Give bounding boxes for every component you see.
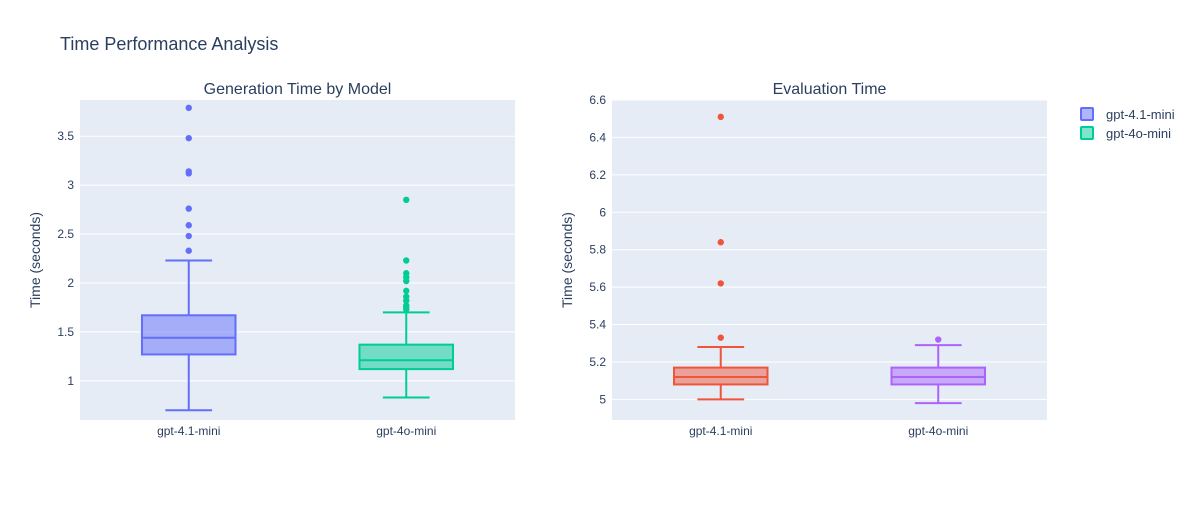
legend-label: gpt-4.1-mini <box>1106 107 1175 122</box>
y-tick-label: 6.6 <box>589 93 606 107</box>
legend-swatch <box>1080 126 1094 140</box>
box-gpt-4o-mini[interactable] <box>890 336 987 405</box>
x-tick-label: gpt-4o-mini <box>376 424 436 438</box>
y-tick-label: 5 <box>599 392 606 406</box>
x-tick-label: gpt-4.1-mini <box>689 424 752 438</box>
subplot-evaluation-time: 55.25.45.65.866.26.46.6 gpt-4.1-mini gpt-… <box>559 81 1047 438</box>
x-tick-label: gpt-4.1-mini <box>157 424 220 438</box>
outlier-point <box>717 280 724 287</box>
outlier-point <box>717 113 724 121</box>
legend-item-gpt-4.1-mini[interactable]: gpt-4.1-mini <box>1080 107 1175 122</box>
y-tick-label: 1 <box>67 374 74 388</box>
gridlines <box>612 99 1047 400</box>
outlier-point <box>185 205 192 212</box>
y-axis-label: Time (seconds) <box>27 212 43 308</box>
y-tick-label: 3.5 <box>57 129 74 143</box>
box-gpt-4o-mini[interactable] <box>358 196 455 399</box>
y-tick-label: 6.2 <box>589 168 606 182</box>
figure-title: Time Performance Analysis <box>60 34 278 54</box>
box-iqr <box>140 314 237 356</box>
outlier-point <box>403 293 410 300</box>
y-tick-label: 5.6 <box>589 280 606 294</box>
outlier-point <box>185 232 192 240</box>
legend-item-gpt-4o-mini[interactable]: gpt-4o-mini <box>1080 126 1171 141</box>
y-tick-label: 5.4 <box>589 318 606 332</box>
y-tick-label: 5.2 <box>589 355 606 369</box>
x-tick-labels: gpt-4.1-mini gpt-4o-mini <box>157 424 436 438</box>
outlier-point <box>403 270 410 277</box>
box-traces <box>140 104 455 412</box>
box-traces <box>672 113 987 405</box>
y-tick-labels: 5 5.2 5.4 5.6 5.8 6 6.2 6.4 6.6 <box>589 93 606 406</box>
outlier-point <box>185 247 192 254</box>
outlier-point <box>403 302 410 309</box>
subplot-title: Evaluation Time <box>773 81 887 98</box>
subplot-title: Generation Time by Model <box>204 81 392 98</box>
plot-area <box>80 100 515 420</box>
y-tick-label: 3 <box>67 178 74 192</box>
outlier-point <box>717 239 724 246</box>
box-gpt-4.1-mini[interactable] <box>672 113 769 401</box>
outlier-point <box>403 287 410 295</box>
outlier-point <box>185 134 192 142</box>
y-tick-label: 6 <box>599 205 606 219</box>
outlier-point <box>935 336 942 343</box>
box-gpt-4.1-mini[interactable] <box>140 104 237 412</box>
outlier-point <box>185 222 192 229</box>
y-tick-label: 2 <box>67 276 74 290</box>
x-tick-label: gpt-4o-mini <box>908 424 968 438</box>
subplot-generation-time: 1 1.5 2 2.5 3 3.5 gpt-4.1-mini gpt-4o-mini Gen… <box>27 81 515 438</box>
y-tick-labels: 1 1.5 2 2.5 3 3.5 <box>57 129 74 388</box>
y-tick-label: 5.8 <box>589 243 606 257</box>
x-tick-labels: gpt-4.1-mini gpt-4o-mini <box>689 424 968 438</box>
outlier-point <box>403 257 410 264</box>
outlier-point <box>185 104 192 112</box>
y-axis-label: Time (seconds) <box>559 212 575 308</box>
outlier-point <box>717 334 724 341</box>
y-tick-label: 2.5 <box>57 227 74 241</box>
outlier-point <box>185 168 192 175</box>
box-iqr <box>358 343 455 371</box>
y-tick-label: 1.5 <box>57 325 74 339</box>
outlier-point <box>403 196 410 204</box>
legend-swatch <box>1080 107 1094 121</box>
legend: gpt-4.1-mini gpt-4o-mini <box>1080 107 1175 141</box>
y-tick-label: 6.4 <box>589 130 606 144</box>
legend-label: gpt-4o-mini <box>1106 126 1171 141</box>
